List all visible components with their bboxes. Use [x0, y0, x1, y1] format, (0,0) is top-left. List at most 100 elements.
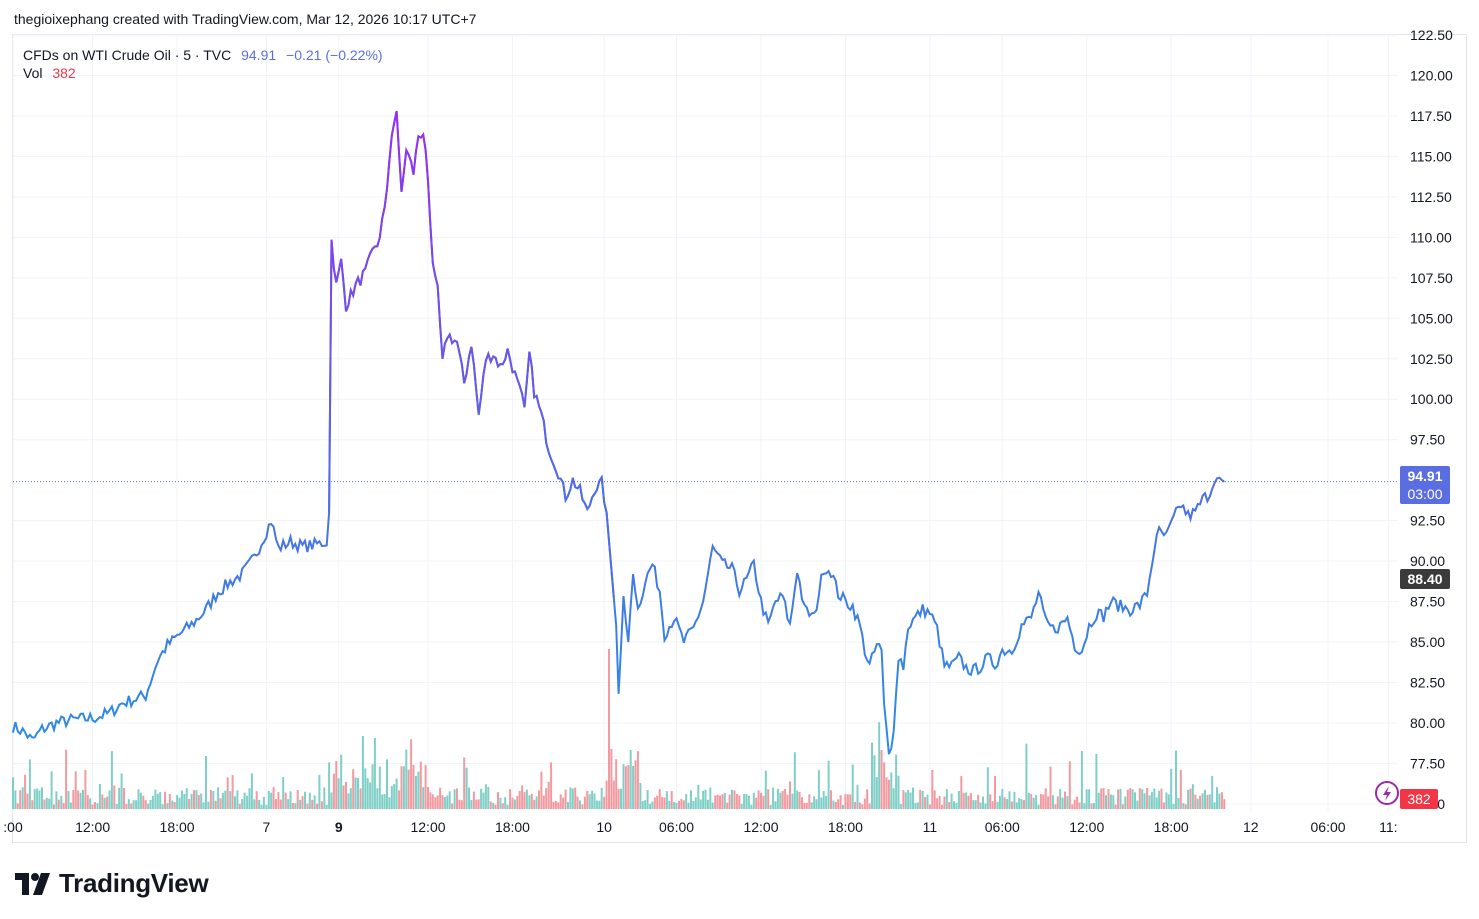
volume-bar — [431, 794, 434, 809]
volume-bar — [931, 769, 934, 809]
volume-bar — [262, 796, 265, 809]
volume-bar — [842, 804, 844, 809]
volume-bar — [294, 803, 297, 809]
volume-bar — [740, 803, 743, 809]
flash-icon[interactable] — [1375, 781, 1399, 805]
volume-bar — [511, 797, 514, 809]
volume-bar — [178, 797, 181, 809]
volume-bar — [936, 798, 939, 809]
volume-bar — [205, 756, 207, 809]
volume-bar — [962, 792, 965, 809]
volume-bar — [291, 803, 294, 809]
volume-bar — [1206, 794, 1209, 809]
volume-bar — [226, 777, 229, 809]
volume-bar — [86, 795, 89, 809]
volume-bar — [1107, 789, 1110, 809]
volume-bar — [682, 800, 685, 809]
volume-bar — [579, 800, 581, 809]
volume-bar — [236, 790, 239, 809]
volume-bar — [620, 788, 622, 809]
volume-bar — [1010, 801, 1013, 809]
volume-bar — [311, 799, 314, 809]
volume-bar — [991, 801, 994, 809]
volume-bar — [1102, 788, 1105, 809]
volume-bar — [398, 790, 401, 809]
y-tick-label: 80.00 — [1410, 715, 1445, 731]
volume-bar — [950, 793, 953, 809]
prev-close-label-bg — [1400, 569, 1450, 589]
volume-bar — [928, 804, 931, 809]
volume-bar — [200, 793, 203, 809]
volume-bar — [1119, 788, 1122, 809]
volume-bar — [371, 764, 374, 809]
volume-bar — [441, 795, 444, 809]
volume-bar — [38, 790, 41, 809]
volume-bar — [1117, 789, 1120, 809]
volume-bar — [436, 795, 439, 809]
volume-bar — [110, 751, 113, 809]
y-tick-label: 100.00 — [1410, 391, 1453, 407]
volume-bar — [323, 787, 326, 809]
volume-bar — [774, 801, 777, 809]
volume-bar — [448, 791, 451, 809]
volume-bar — [36, 788, 39, 809]
volume-bar — [497, 792, 499, 809]
volume-bar — [883, 762, 886, 809]
volume-bar — [345, 782, 347, 809]
price-line-high — [328, 110, 615, 598]
volume-bar — [924, 797, 927, 809]
tradingview-logo[interactable]: TradingView — [15, 868, 209, 899]
volume-bar — [685, 794, 688, 809]
volume-bar — [342, 785, 345, 809]
volume-bar — [1078, 802, 1081, 809]
volume-bar — [238, 803, 241, 809]
volume-bar — [308, 792, 311, 809]
volume-bar — [55, 791, 58, 809]
y-tick-label: 102.50 — [1410, 351, 1453, 367]
volume-bar — [161, 804, 164, 809]
volume-bar — [246, 795, 249, 809]
volume-bar — [528, 795, 531, 809]
volume-bar — [176, 795, 179, 809]
volume-bar — [332, 773, 335, 809]
volume-bar — [784, 789, 787, 809]
volume-bar — [1158, 790, 1161, 809]
volume-bar — [1223, 799, 1226, 809]
volume-bar — [1049, 766, 1052, 809]
volume-bar — [1121, 804, 1124, 809]
volume-bar — [67, 790, 70, 809]
volume-bar — [1220, 792, 1223, 809]
volume-bar — [574, 787, 577, 809]
volume-bar — [704, 789, 707, 809]
volume-bar — [1013, 792, 1016, 809]
volume-bar — [743, 794, 746, 809]
volume-bar — [1211, 775, 1214, 809]
volume-bar — [996, 801, 999, 809]
volume-bar — [265, 804, 268, 809]
volume-bar — [489, 801, 492, 809]
volume-bar — [31, 800, 34, 809]
volume-bar — [791, 793, 794, 809]
volume-bar — [366, 778, 369, 809]
x-tick-label: 10 — [596, 819, 612, 835]
volume-bar — [538, 790, 540, 809]
volume-bar — [62, 803, 65, 809]
symbol-title[interactable]: CFDs on WTI Crude Oil · 5 · TVC — [23, 47, 232, 63]
volume-bar — [1155, 797, 1158, 809]
volume-bar — [822, 791, 825, 809]
volume-bars — [12, 649, 1226, 809]
volume-bar — [1131, 789, 1134, 809]
volume-bar — [583, 796, 586, 809]
volume-bar — [760, 792, 762, 809]
volume-bar — [260, 804, 263, 809]
volume-bar — [817, 770, 820, 809]
volume-bar — [253, 799, 256, 809]
volume-bar — [984, 803, 987, 809]
volume-bar — [1064, 791, 1066, 809]
volume-bar — [96, 803, 99, 809]
volume-bar — [540, 771, 543, 809]
volume-bar — [359, 788, 362, 809]
volume-bar — [735, 794, 738, 809]
volume-bar — [282, 776, 285, 809]
